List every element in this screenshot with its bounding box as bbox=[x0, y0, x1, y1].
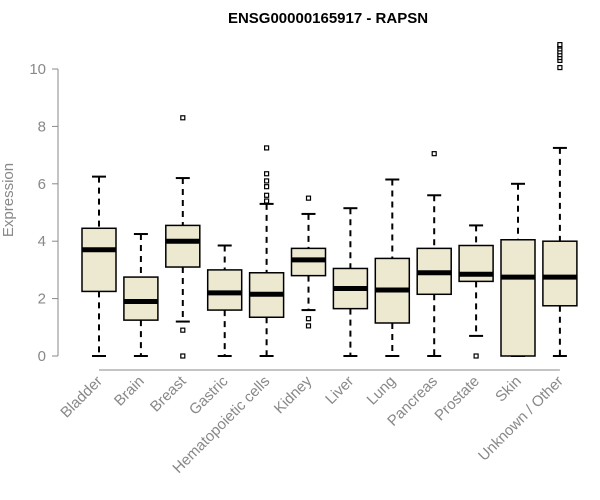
outlier-point bbox=[264, 198, 270, 204]
box-prostate bbox=[458, 224, 494, 359]
axes: 0 2 4 6 8 10 bbox=[29, 61, 560, 371]
x-tick-label: Lung bbox=[364, 373, 400, 409]
outlier-point bbox=[305, 323, 312, 329]
box-lung bbox=[374, 178, 411, 357]
box-liver bbox=[332, 207, 369, 357]
y-tick-label: 4 bbox=[38, 233, 46, 250]
outlier-point bbox=[180, 327, 186, 333]
y-tick-label: 6 bbox=[38, 176, 46, 193]
box-iqr bbox=[123, 276, 159, 321]
y-tick-label: 10 bbox=[29, 61, 46, 78]
outlier-point bbox=[264, 171, 270, 177]
outlier-point bbox=[180, 353, 186, 359]
chart-title: ENSG00000165917 - RAPSN bbox=[228, 10, 428, 27]
box-skin bbox=[500, 182, 536, 357]
outlier-point bbox=[431, 151, 437, 157]
outlier-point bbox=[305, 316, 312, 322]
box-iqr bbox=[542, 240, 578, 307]
y-tick-label: 0 bbox=[38, 348, 46, 365]
boxes bbox=[81, 42, 578, 359]
outlier-point bbox=[473, 353, 479, 359]
box-gastric bbox=[206, 244, 243, 357]
x-tick-label: Brain bbox=[111, 373, 148, 410]
box-iqr bbox=[165, 224, 201, 268]
x-tick-label: Kidney bbox=[271, 372, 316, 417]
box-kidney bbox=[290, 195, 327, 329]
outlier-point bbox=[264, 184, 270, 190]
x-tick-label: Breast bbox=[147, 372, 190, 415]
outlier-point bbox=[557, 42, 563, 48]
outlier-point bbox=[180, 115, 186, 121]
x-tick-label: Bladder bbox=[57, 373, 106, 422]
x-tick-label: Skin bbox=[492, 373, 525, 406]
box-brain bbox=[123, 233, 159, 357]
box-iqr bbox=[500, 239, 536, 357]
outlier-point bbox=[557, 64, 563, 71]
y-axis-label: Expression bbox=[0, 163, 17, 237]
y-tick-label: 8 bbox=[38, 118, 46, 135]
box-pancreas bbox=[416, 151, 452, 357]
x-tick-label: Liver bbox=[322, 373, 357, 408]
outlier-point bbox=[264, 178, 270, 184]
outlier-point bbox=[264, 192, 270, 198]
box-breast bbox=[165, 115, 201, 359]
box-hematopoietic-cells bbox=[248, 145, 285, 357]
outlier-point bbox=[264, 145, 270, 151]
x-tick-label: Prostate bbox=[431, 373, 483, 425]
box-iqr bbox=[81, 227, 117, 293]
box-bladder bbox=[81, 175, 117, 357]
box-iqr bbox=[206, 269, 243, 311]
outlier-point bbox=[305, 195, 312, 201]
y-tick-label: 2 bbox=[38, 291, 46, 308]
box-unknown-other bbox=[542, 42, 578, 357]
